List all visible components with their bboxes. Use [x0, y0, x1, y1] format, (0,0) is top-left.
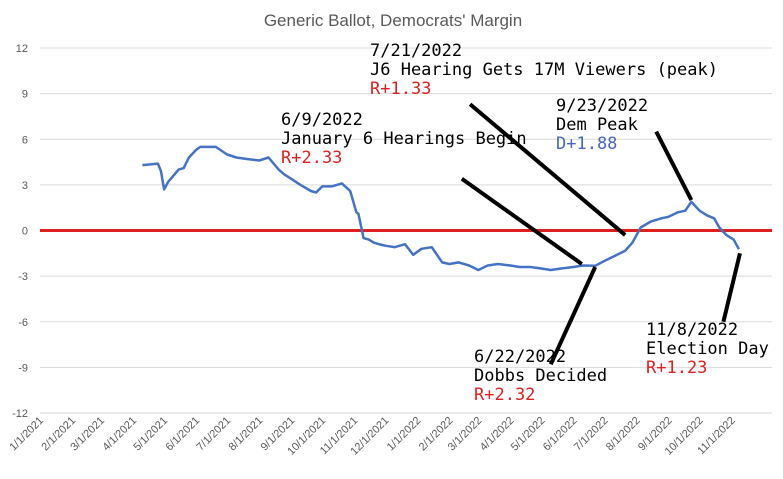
- annotation-leader-line: [721, 252, 742, 323]
- annotation-event: J6 Hearing Gets 17M Viewers (peak): [370, 60, 718, 80]
- annotation-date: 6/22/2022: [474, 347, 566, 367]
- y-tick-label: -3: [18, 271, 28, 283]
- x-tick-label: 1/1/2022: [385, 415, 424, 454]
- annotation-leader-line: [654, 130, 694, 201]
- y-tick-label: -9: [18, 362, 28, 374]
- x-tick-label: 8/1/2022: [604, 415, 643, 454]
- annotation-election-day: 11/8/2022 Election Day R+1.23: [646, 320, 769, 378]
- annotation-margin: R+2.33: [281, 148, 342, 168]
- x-tick-label: 8/1/2021: [227, 415, 266, 454]
- annotation-event: January 6 Hearings Begin: [281, 129, 527, 149]
- y-tick-label: 6: [22, 134, 28, 146]
- annotation-leader-line: [548, 266, 598, 366]
- y-tick-label: -6: [18, 317, 28, 329]
- annotation-leader-line: [460, 177, 583, 266]
- y-tick-label: 0: [22, 226, 28, 238]
- x-tick-label: 5/1/2022: [509, 415, 548, 454]
- annotation-dem-peak: 9/23/2022 Dem Peak D+1.88: [556, 96, 648, 154]
- annotation-event: Election Day: [646, 339, 769, 359]
- annotation-j6-viewers: 7/21/2022 J6 Hearing Gets 17M Viewers (p…: [370, 41, 718, 99]
- y-axis-tick-labels: 12 9 6 3 0 -3 -6 -9 -12: [12, 43, 28, 420]
- annotation-date: 7/21/2022: [370, 41, 462, 61]
- annotation-j6-begin: 6/9/2022 January 6 Hearings Begin R+2.33: [281, 110, 527, 168]
- annotation-date: 11/8/2022: [646, 320, 738, 340]
- annotation-date: 9/23/2022: [556, 96, 648, 116]
- series-line: [142, 145, 740, 272]
- x-axis-tick-labels: 1/1/20212/1/20213/1/20214/1/20215/1/2021…: [7, 415, 737, 458]
- annotation-leader-line: [468, 102, 627, 237]
- chart-title: Generic Ballot, Democrats' Margin: [264, 11, 522, 30]
- annotation-margin: R+2.32: [474, 385, 535, 405]
- series-group: [142, 145, 740, 272]
- annotation-event: Dem Peak: [556, 115, 638, 135]
- y-tick-label: 3: [22, 180, 28, 192]
- y-tick-label: 9: [22, 89, 28, 101]
- annotation-date: 6/9/2022: [281, 110, 363, 130]
- annotation-dobbs: 6/22/2022 Dobbs Decided R+2.32: [474, 347, 607, 405]
- y-tick-label: 12: [16, 43, 28, 55]
- x-tick-label: 5/1/2021: [131, 415, 170, 454]
- annotation-margin: R+1.33: [370, 79, 431, 99]
- x-tick-label: 1/1/2021: [7, 415, 46, 454]
- annotation-margin: R+1.23: [646, 358, 707, 378]
- annotation-margin: D+1.88: [556, 134, 617, 154]
- annotation-event: Dobbs Decided: [474, 366, 607, 386]
- y-tick-label: -12: [12, 408, 28, 420]
- gridlines: [40, 47, 772, 414]
- x-tick-label: 7/1/2021: [194, 415, 233, 454]
- x-tick-label: 7/1/2022: [572, 415, 611, 454]
- annotation-leaders: [460, 102, 742, 366]
